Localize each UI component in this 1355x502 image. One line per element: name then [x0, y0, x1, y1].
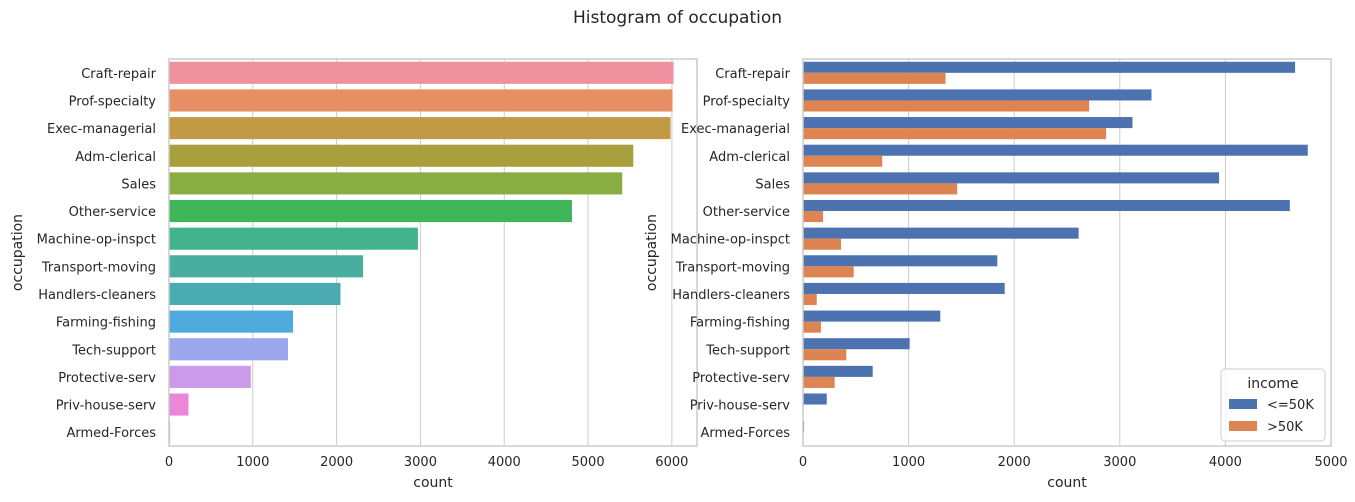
plot1-x-tick-label: 0: [165, 455, 173, 470]
plot2-bar-transport-moving-le50k: [803, 255, 998, 267]
plot2-bar-adm-clerical-le50k: [803, 144, 1308, 156]
plot1-y-tick-label: Handlers-cleaners: [38, 288, 156, 303]
plot2-bar-farming-fishing-le50k: [803, 310, 941, 322]
legend-label-1: >50K: [1267, 420, 1303, 435]
legend-title: income: [1247, 376, 1298, 392]
plot1-y-tick-label: Farming-fishing: [56, 316, 156, 331]
legend-swatch-1: [1229, 421, 1257, 431]
plot2-bar-prof-specialty-le50k: [803, 89, 1152, 101]
plot2-axes-frame: [802, 58, 1332, 447]
plot1-x-tick-label: 5000: [572, 455, 605, 470]
figure-title: Histogram of occupation: [572, 8, 783, 28]
plot1-bar-machine-op-inspct: [169, 227, 418, 250]
plot2-x-tick-label: 3000: [1103, 455, 1136, 470]
plot2-bar-craft-repair-le50k: [803, 61, 1296, 73]
plot1-x-tick-label: 1000: [236, 455, 269, 470]
plot2-y-tick-label: Machine-op-inspct: [671, 233, 790, 248]
plot2-bar-protective-serv-gt50k: [803, 376, 835, 388]
plot2-y-tick-label: Craft-repair: [715, 67, 790, 82]
plot1-y-tick-label: Protective-serv: [58, 371, 156, 386]
plot2-x-tick-label: 2000: [998, 455, 1031, 470]
plot2-y-tick-label: Priv-house-serv: [690, 399, 791, 414]
plot2-y-tick-label: Tech-support: [705, 343, 790, 358]
legend-label-0: <=50K: [1267, 398, 1314, 413]
plot2-y-tick-label: Farming-fishing: [690, 316, 790, 331]
plot2-bar-sales-gt50k: [803, 183, 958, 195]
plot1-x-tick-label: 2000: [320, 455, 353, 470]
plot2-bar-exec-managerial-gt50k: [803, 128, 1107, 140]
plot2-bar-farming-fishing-gt50k: [803, 321, 821, 333]
plot1-bar-exec-managerial: [169, 117, 671, 140]
plot1-x-tick-label: 3000: [404, 455, 437, 470]
plot2-bar-handlers-cleaners-le50k: [803, 282, 1005, 294]
plot2-x-tick-label: 0: [799, 455, 807, 470]
plot2-bar-prof-specialty-gt50k: [803, 100, 1090, 112]
plot2-bar-priv-house-serv-le50k: [803, 393, 827, 405]
plot2-bar-other-service-le50k: [803, 199, 1290, 212]
legend-swatch-0: [1229, 399, 1257, 409]
plot2-bar-handlers-cleaners-gt50k: [803, 293, 817, 306]
plot2-x-tick-label: 1000: [892, 455, 925, 470]
plot2-y-tick-label: Adm-clerical: [709, 150, 790, 165]
plot1-x-tick-label: 4000: [488, 455, 521, 470]
plot2-bar-craft-repair-gt50k: [803, 72, 946, 84]
plot2-bar-adm-clerical-gt50k: [803, 155, 883, 167]
plot1-axes-frame: [168, 58, 698, 447]
plot2-bar-machine-op-inspct-le50k: [803, 227, 1079, 239]
plot1-y-tick-label: Armed-Forces: [66, 426, 156, 441]
plot1-bar-other-service: [169, 199, 572, 223]
plot1-bar-farming-fishing: [169, 310, 294, 333]
plot1-bar-adm-clerical: [169, 144, 634, 167]
plot2-y-tick-label: Exec-managerial: [681, 122, 790, 137]
plot2-y-tick-label: Transport-moving: [675, 260, 790, 275]
plot1-y-tick-label: Other-service: [69, 205, 156, 220]
plot1-y-tick-label: Transport-moving: [41, 260, 156, 275]
plot2-y-tick-label: Armed-Forces: [700, 426, 790, 441]
plot1-y-axis-label: occupation: [10, 214, 26, 291]
plot2-y-tick-label: Protective-serv: [692, 371, 790, 386]
plot1-bar-tech-support: [169, 338, 289, 361]
plot1-y-tick-label: Machine-op-inspct: [37, 233, 156, 248]
plot1-bar-handlers-cleaners: [169, 282, 341, 306]
plot2-bar-tech-support-gt50k: [803, 349, 847, 361]
plot2-bar-exec-managerial-le50k: [803, 117, 1133, 129]
plot1-bar-prof-specialty: [169, 89, 673, 112]
plot1-y-tick-label: Priv-house-serv: [56, 399, 157, 414]
plot2-y-tick-label: Other-service: [703, 205, 790, 220]
right-subplot: 0 1000 2000 3000 4000 5000 Craft-repair Prof-sp…: [644, 58, 1348, 491]
plot2-x-tick-label: 4000: [1209, 455, 1242, 470]
plot2-bar-protective-serv-le50k: [803, 365, 873, 377]
plot2-y-tick-label: Handlers-cleaners: [672, 288, 790, 303]
plot1-x-tick-label: 6000: [655, 455, 688, 470]
plot1-y-tick-label: Tech-support: [71, 343, 156, 358]
plot2-bar-machine-op-inspct-gt50k: [803, 238, 842, 250]
plot2-y-tick-label: Prof-specialty: [703, 94, 791, 109]
plot2-x-tick-label: 5000: [1314, 455, 1347, 470]
plot2-y-tick-label: Sales: [755, 177, 790, 192]
plot2-bar-sales-le50k: [803, 172, 1220, 184]
plot1-bar-sales: [169, 172, 623, 195]
plot2-bar-other-service-gt50k: [803, 211, 824, 223]
plot2-legend: income <=50K >50K: [1220, 368, 1326, 442]
plot1-y-tick-label: Adm-clerical: [75, 150, 156, 165]
plot2-x-axis-label: count: [1047, 475, 1087, 491]
plot2-y-axis-label: occupation: [644, 214, 660, 291]
plot1-y-tick-label: Sales: [121, 177, 156, 192]
plot1-y-tick-label: Craft-repair: [81, 67, 156, 82]
plot1-x-axis-label: count: [413, 475, 453, 491]
left-subplot: 0 1000 2000 3000 4000 5000 6000 Craft-repair Pro…: [10, 58, 698, 491]
plot1-bar-priv-house-serv: [169, 393, 189, 416]
plot1-y-tick-label: Exec-managerial: [47, 122, 156, 137]
plot2-bar-tech-support-le50k: [803, 338, 910, 350]
plot1-bar-protective-serv: [169, 365, 251, 388]
plot1-bar-craft-repair: [169, 61, 674, 84]
plot2-bar-transport-moving-gt50k: [803, 266, 854, 278]
plot1-y-tick-label: Prof-specialty: [69, 94, 157, 109]
plot1-bar-transport-moving: [169, 255, 364, 278]
